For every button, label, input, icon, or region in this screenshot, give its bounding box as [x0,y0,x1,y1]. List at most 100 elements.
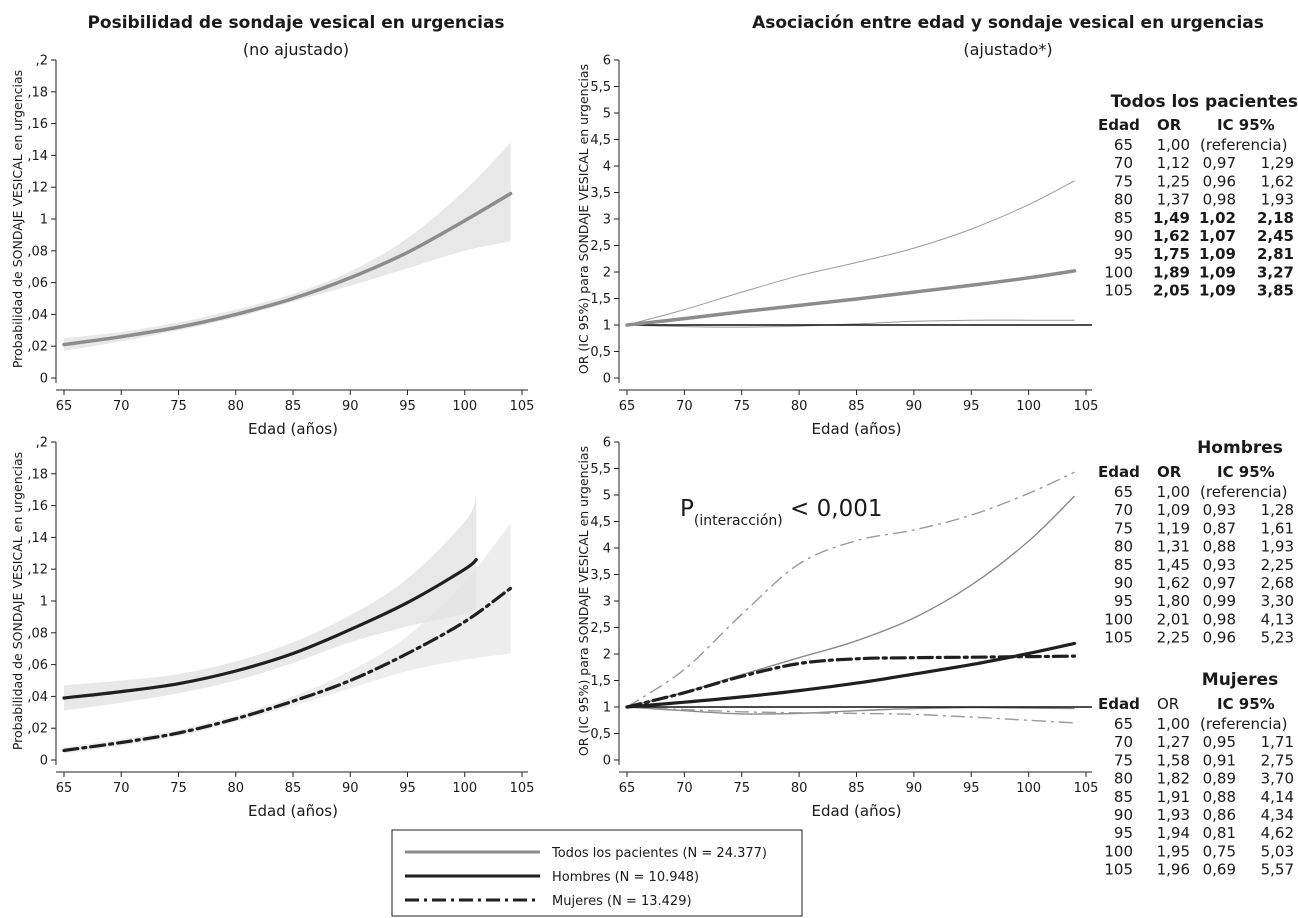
table-cell-or: 2,05 [1153,282,1190,300]
table-cell-edad: 75 [1114,751,1133,769]
x-axis-label: Edad (años) [812,802,902,820]
or-table-mujeres: Mujeres Edad OR IC 95% 65 1,00 (referencia) 70 1… [1098,670,1294,879]
legend-box [391,829,803,917]
panel-or-sex: 0 0,5 1 1,5 2 2,5 3 3,5 4 4,5 5 5,5 6 65 70 75 80 85 90 95 1… [576,436,1098,821]
y-tick-label: ,14 [27,531,48,546]
table-cell-edad: 85 [1114,556,1133,574]
table-cell-ci-high: 2,81 [1257,245,1294,263]
table-cell-edad: 80 [1114,770,1133,788]
table-cell-ci-low: 0,88 [1203,788,1236,806]
y-tick-label: ,12 [27,563,48,578]
table-cell-or: 1,09 [1157,501,1190,519]
legend-label-hombres: Hombres (N = 10.948) [552,870,699,885]
y-tick-label: ,08 [27,626,48,641]
x-tick-label: 100 [452,399,477,414]
table-cell-ci-high: 1,61 [1261,519,1294,537]
table-title: Mujeres [1202,670,1278,690]
table-cell-or: 1,93 [1157,806,1190,824]
x-tick-label: 90 [342,399,359,414]
table-cell-edad: 65 [1114,483,1133,501]
table-cell-edad: 95 [1114,824,1133,842]
table-cell-ci-high: 4,14 [1261,788,1294,806]
legend: Todos los pacientes (N = 24.377) Hombres… [391,829,803,917]
panel-prob-sex: 0 ,02 ,04 ,06 ,08 1 ,12 ,14 ,16 ,18 ,2 65 70 75 80 85 90… [10,436,534,821]
x-tick-label: 100 [452,781,477,796]
y-tick-label: 1 [40,595,48,610]
table-cell-edad: 90 [1114,574,1133,592]
x-tick-label: 90 [906,399,923,414]
table-cell-ci-low: 0,86 [1203,806,1236,824]
table-cell-ci-high: 1,93 [1261,538,1294,556]
x-tick-label: 70 [676,781,693,796]
y-tick-label: ,02 [27,722,48,737]
y-tick-label: 5,5 [590,462,611,477]
table-cell-referencia: (referencia) [1200,483,1287,501]
x-tick-label: 80 [791,781,808,796]
table-cell-edad: 70 [1114,733,1133,751]
table-cell-or: 1,00 [1157,483,1190,501]
y-tick-label: ,18 [27,467,48,482]
y-tick-label: 1 [603,319,611,334]
table-cell-ci-low: 0,87 [1203,519,1236,537]
table-cell-ci-high: 1,29 [1261,154,1294,172]
y-tick-label: ,2 [36,54,48,69]
y-tick-label: 1 [40,213,48,228]
table-cell-ci-low: 0,89 [1203,770,1236,788]
table-cell-referencia: (referencia) [1200,715,1287,733]
y-tick-label: ,16 [27,499,48,514]
table-cell-ci-low: 0,98 [1203,191,1236,209]
table-cell-or: 1,75 [1153,245,1190,263]
table-cell-ci-high: 5,57 [1261,861,1294,879]
x-tick-label: 75 [733,399,750,414]
table-cell-edad: 75 [1114,519,1133,537]
table-cell-or: 1,96 [1157,861,1190,879]
y-tick-label: 3 [603,595,611,610]
table-cell-ci-high: 2,75 [1261,751,1294,769]
series-line-mujeres [625,654,1077,709]
table-cell-edad: 80 [1114,538,1133,556]
y-tick-label: 0 [40,754,48,769]
table-cell-edad: 100 [1104,842,1133,860]
y-tick-label: 4,5 [590,133,611,148]
table-cell-ci-low: 1,09 [1199,245,1236,263]
y-tick-label: 3,5 [590,186,611,201]
y-tick-label: 6 [603,436,611,451]
x-tick-label: 65 [56,781,73,796]
table-cell-edad: 100 [1104,610,1133,628]
table-cell-ci-low: 1,07 [1199,227,1236,245]
y-tick-label: 2,5 [590,621,611,636]
table-cell-ci-low: 0,93 [1203,501,1236,519]
table-cell-edad: 105 [1104,282,1133,300]
x-tick-label: 75 [733,781,750,796]
ci-band-todos [64,142,511,351]
table-cell-ci-low: 0,95 [1203,733,1236,751]
table-cell-ci-high: 1,62 [1261,172,1294,190]
table-cell-or: 1,27 [1157,733,1190,751]
y-tick-label: 0 [603,754,611,769]
table-cell-or: 1,62 [1157,574,1190,592]
series-line-mujeres [62,586,513,753]
y-tick-label: 6 [603,54,611,69]
table-cell-ci-low: 0,75 [1203,842,1236,860]
y-tick-label: 3,5 [590,568,611,583]
table-cell-or: 1,58 [1157,751,1190,769]
table-cell-ci-high: 2,45 [1257,227,1294,245]
y-tick-label: 2 [603,266,611,281]
x-tick-label: 105 [510,399,535,414]
col-header-or: OR [1157,463,1182,481]
table-cell-ci-low: 0,69 [1203,861,1236,879]
col-header-or: OR [1157,695,1179,713]
x-tick-label: 85 [285,399,302,414]
table-cell-edad: 75 [1114,172,1133,190]
ci-upper-line-todos [626,180,1075,326]
y-tick-label: ,02 [27,340,48,355]
table-cell-or: 1,12 [1157,154,1190,172]
table-title: Hombres [1197,438,1283,458]
table-cell-ci-high: 1,71 [1261,733,1294,751]
legend-label-mujeres: Mujeres (N = 13.429) [552,894,692,909]
table-cell-ci-low: 0,88 [1203,538,1236,556]
table-cell-or: 1,80 [1157,592,1190,610]
x-tick-label: 105 [510,781,535,796]
table-cell-ci-high: 5,23 [1261,629,1294,647]
table-cell-or: 1,19 [1157,519,1190,537]
